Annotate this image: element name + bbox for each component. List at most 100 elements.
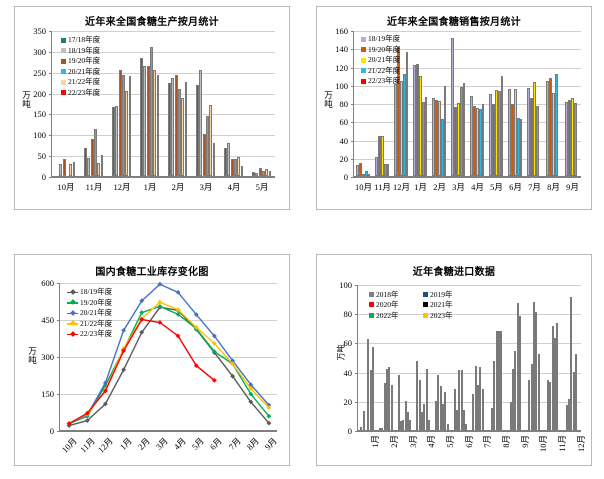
legend-item-18/19年度[interactable]: 18/19年度	[61, 46, 100, 57]
y-tick-mark	[57, 431, 60, 432]
bar-22/23年度-3月	[212, 142, 216, 176]
y-axis-label-sales: 万吨	[324, 90, 333, 109]
legend-item-2021年[interactable]: 2021年	[423, 300, 469, 311]
bar-19/20年度-3月	[454, 106, 457, 176]
legend-item-2023年[interactable]: 2023年	[423, 310, 469, 321]
legend-swatch	[369, 302, 374, 308]
bar-19/20年度-10月	[359, 163, 362, 176]
bar-2021年-10月	[535, 311, 538, 430]
legend-item-20/21年度[interactable]: 20/21年度	[67, 308, 112, 319]
legend-item-22/23年度[interactable]: 22/23年度	[61, 88, 100, 99]
y-tick-mark	[49, 72, 52, 74]
bar-20/21年度-1月	[150, 47, 153, 176]
legend-item-22/23年度[interactable]: 22/23年度	[67, 329, 112, 340]
legend-item-2022年[interactable]: 2022年	[369, 310, 415, 321]
chart-panel-sales: 近年来全国食糖销售按月统计 0 20 40 60 80 100 120 140 160 10月 11…	[316, 6, 592, 210]
legend-label: 20/21年度	[68, 66, 101, 76]
bar-19/20年度-2月	[174, 75, 178, 176]
x-axis-tick: 4月	[227, 182, 241, 192]
gridline	[52, 156, 275, 158]
legend-item-21/22年度[interactable]: 21/22年度	[61, 77, 100, 88]
bar-22/23年度-10月	[367, 174, 371, 176]
bar-19/20年度-11月	[90, 139, 94, 176]
legend-label: 2022年	[376, 310, 399, 320]
gridline	[60, 320, 277, 321]
bar-2023年-2月	[390, 384, 393, 430]
bar-2022年-12月	[574, 354, 577, 430]
legend-item-18/19年度[interactable]: 18/19年度	[361, 34, 400, 45]
bar-2022年-2月	[388, 367, 391, 430]
y-axis-label-production: 万吨	[22, 90, 31, 109]
bar-2022年-4月	[425, 368, 428, 430]
x-axis-tick: 3月	[199, 182, 213, 192]
bar-2018年-1月	[360, 427, 363, 430]
bar-17/18年度-12月	[112, 107, 116, 176]
legend-item-2018年[interactable]: 2018年	[369, 289, 415, 300]
bar-18/19年度-12月	[115, 106, 119, 176]
bar-2021年-11月	[554, 338, 556, 430]
chart-title-imports: 近年食糖进口数据	[412, 267, 496, 278]
marker-22/23年度	[121, 348, 127, 354]
legend-item-17/18年度[interactable]: 17/18年度	[61, 35, 100, 46]
legend-item-2020年[interactable]: 2020年	[369, 300, 415, 311]
legend-item-2019年[interactable]: 2019年	[423, 289, 469, 300]
y-tick-mark	[351, 67, 354, 69]
legend-swatch	[423, 302, 428, 308]
bar-21/22年度-2月	[440, 118, 444, 176]
bar-20/21年度-10月	[362, 174, 365, 176]
bar-20/21年度-7月	[533, 82, 536, 176]
y-axis-tick: 100	[335, 80, 348, 91]
legend-item-19/20年度[interactable]: 19/20年度	[61, 56, 100, 67]
y-axis-tick: 20	[343, 396, 353, 407]
legend-item-21/22年度[interactable]: 21/22年度	[361, 66, 400, 77]
bar-17/18年度-4月	[224, 148, 228, 176]
y-axis-tick: 0	[41, 172, 46, 182]
bar-2020年-2月	[383, 383, 386, 430]
bar-2018年-4月	[416, 361, 419, 430]
bar-22/23年度-5月	[500, 75, 504, 176]
legend-item-20/21年度[interactable]: 20/21年度	[361, 55, 400, 66]
bar-22/23年度-2月	[184, 82, 188, 176]
bar-2019年-10月	[530, 364, 533, 430]
y-tick-mark	[351, 85, 354, 87]
legend-label: 21/22年度	[80, 318, 113, 328]
legend-item-19/20年度[interactable]: 19/20年度	[361, 45, 400, 56]
legend-item-22/23年度[interactable]: 22/23年度	[361, 76, 400, 87]
bar-17/18年度-2月	[168, 82, 172, 176]
gridline	[52, 93, 275, 95]
chart-cell-sales: 近年来全国食糖销售按月统计 0 20 40 60 80 100 120 140 160 10月 11…	[302, 0, 604, 240]
bar-2018年-3月	[397, 374, 400, 430]
y-axis-tick: 250	[33, 67, 46, 78]
bar-21/22年度-5月	[265, 168, 269, 176]
legend-item-20/21年度[interactable]: 20/21年度	[61, 67, 100, 78]
bar-22/23年度-5月	[268, 170, 272, 176]
bar-20/21年度-4月	[476, 107, 479, 176]
x-axis-tick: 7月	[482, 435, 493, 448]
chart-title-inventory: 国内食糖工业库存变化图	[95, 267, 209, 278]
bar-22/23年度-2月	[443, 85, 447, 176]
bar-22/23年度-12月	[405, 51, 409, 176]
legend-item-19/20年度[interactable]: 19/20年度	[67, 298, 112, 309]
bar-19/20年度-5月	[258, 167, 262, 176]
legend-item-21/22年度[interactable]: 21/22年度	[67, 319, 112, 330]
bar-20/21年度-6月	[514, 89, 517, 176]
y-axis-tick: 100	[33, 130, 46, 141]
legend-label: 22/23年度	[80, 329, 113, 338]
bar-21/22年度-3月	[209, 105, 213, 176]
legend-label: 20/21年度	[80, 308, 113, 317]
y-tick-mark	[57, 320, 60, 321]
y-tick-mark	[49, 93, 52, 95]
y-tick-mark	[57, 357, 60, 358]
legend-label: 21/22年度	[68, 77, 101, 86]
gridline	[354, 158, 581, 160]
legend-line-swatch	[67, 302, 78, 304]
bar-20/21年度-8月	[552, 92, 555, 176]
legend-swatch	[361, 57, 366, 63]
bar-2023年-4月	[427, 419, 430, 430]
bar-2020年-12月	[570, 297, 573, 430]
bar-19/20年度-8月	[549, 78, 552, 176]
legend-item-18/19年度[interactable]: 18/19年度	[67, 287, 112, 298]
y-axis-tick: 600	[41, 278, 54, 288]
legend-swatch	[61, 58, 66, 64]
x-axis-tick: 8月	[547, 182, 560, 192]
